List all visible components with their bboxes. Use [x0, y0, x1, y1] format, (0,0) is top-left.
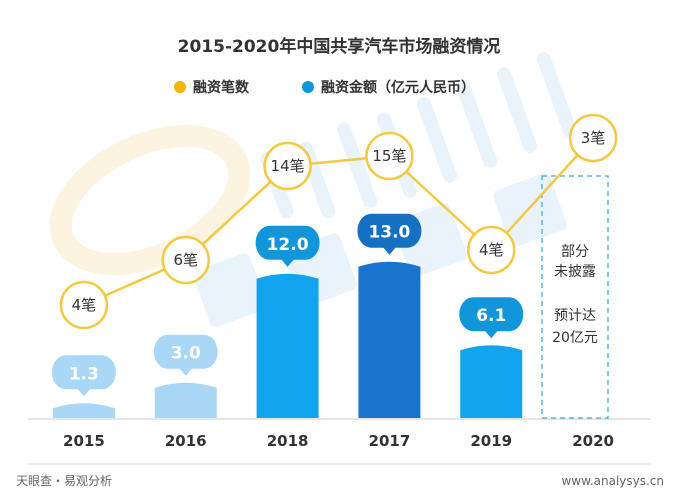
legend-amount-marker: [302, 81, 314, 93]
annotation-line-4: 20亿元: [552, 330, 598, 346]
legend-count-label: 融资笔数: [193, 79, 250, 96]
count-label-2016: 6笔: [173, 251, 198, 269]
undisclosed-bar-outline: [541, 175, 609, 419]
count-point-2020: [568, 113, 618, 163]
amount-bubble-2018: [255, 225, 320, 267]
x-axis-ticks: 2015 2016 2018 2017 2019 2020: [63, 432, 614, 450]
count-label-2020: 3笔: [581, 129, 606, 147]
count-point-2019: [467, 225, 516, 275]
x-tick-2017: 2017: [369, 432, 411, 450]
amount-bubbles: 1.3 3.0 12.0 13.0 6.1: [51, 213, 524, 397]
amount-bubble-2019: [459, 297, 524, 339]
amount-bar-2018: [256, 273, 319, 418]
amount-bars: [52, 261, 523, 418]
amount-bar-2017: [358, 261, 421, 418]
amount-label-2017: 13.0: [368, 223, 410, 243]
count-label-2015: 4笔: [72, 296, 97, 314]
count-line-layer: 4笔 6笔 14笔 15笔 4笔 3笔: [59, 113, 618, 330]
count-point-2015: [59, 280, 109, 330]
legend-amount-label: 融资金额（亿元人民币）: [321, 79, 475, 96]
x-tick-2015: 2015: [63, 432, 105, 450]
x-tick-2018: 2018: [267, 432, 309, 450]
amount-label-2019: 6.1: [476, 306, 506, 326]
amount-bubble-2015: [51, 355, 116, 397]
footer-website: www.analysys.cn: [561, 474, 664, 488]
amount-label-2018: 12.0: [267, 235, 309, 255]
count-point-2016: [161, 235, 210, 285]
legend: 融资笔数 融资金额（亿元人民币）: [174, 79, 475, 96]
count-label-2018: 14笔: [271, 157, 305, 175]
amount-bubble-2017: [357, 213, 422, 255]
amount-label-2016: 3.0: [171, 344, 201, 364]
annotation-2020: 部分 未披露 预计达 20亿元: [541, 175, 609, 419]
count-point-2018: [263, 141, 312, 191]
annotation-line-3: 预计达: [554, 308, 596, 324]
x-tick-2016: 2016: [165, 432, 207, 450]
x-tick-2020: 2020: [572, 432, 614, 450]
count-label-2017: 15笔: [372, 147, 406, 165]
amount-bar-2019: [460, 345, 523, 418]
annotation-line-1: 部分: [561, 244, 589, 260]
x-tick-2019: 2019: [470, 432, 512, 450]
amount-bar-2016: [154, 382, 217, 418]
legend-count-marker: [174, 81, 186, 93]
count-point-2017: [365, 131, 414, 181]
amount-bar-2015: [52, 403, 115, 418]
chart-title: 2015-2020年中国共享汽车市场融资情况: [178, 36, 501, 57]
annotation-line-2: 未披露: [554, 264, 596, 280]
count-label-2019: 4笔: [479, 241, 504, 259]
footer-source: 天眼查・易观分析: [16, 474, 112, 488]
amount-label-2015: 1.3: [69, 364, 99, 384]
amount-bubble-2016: [153, 334, 218, 376]
